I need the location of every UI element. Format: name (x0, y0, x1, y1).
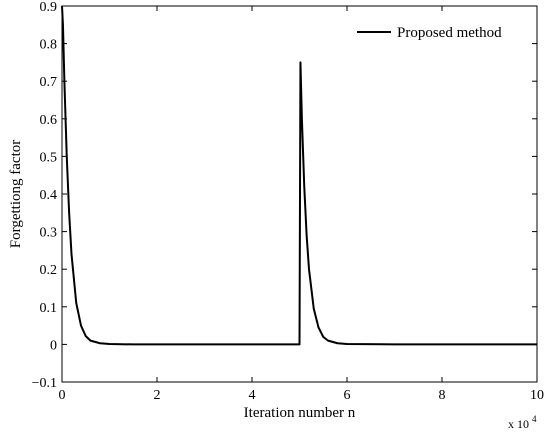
x-tick-label: 10 (530, 388, 544, 403)
x-tick-label: 2 (154, 388, 161, 403)
legend-entry-proposed-method: Proposed method (397, 25, 502, 41)
series-line-0 (61, 5, 537, 346)
y-tick-label: 0.5 (40, 150, 58, 165)
x-axis-ticks: 0 2 4 6 8 10 (59, 6, 544, 403)
y-tick-label: 0 (50, 338, 57, 353)
y-tick-label: 0.1 (40, 301, 58, 316)
x-tick-label: 4 (249, 388, 256, 403)
x-tick-label: 0 (59, 388, 66, 403)
y-axis-ticks: −0.1 0 0.1 0.2 0.3 0.4 0.5 0.6 0.7 0.8 0.9 (32, 0, 537, 391)
x-axis-multiplier-exponent: 4 (532, 414, 537, 424)
x-tick-label: 8 (439, 388, 446, 403)
y-tick-label: 0.9 (40, 0, 58, 15)
y-tick-label: 0.8 (40, 38, 58, 53)
x-tick-label: 6 (344, 388, 351, 403)
x-axis-label: Iteration number n (244, 405, 356, 421)
y-tick-label: 0.4 (40, 188, 58, 203)
y-tick-label: 0.2 (40, 263, 58, 278)
legend: Proposed method (353, 18, 531, 44)
y-axis-label: Forgettiong factor (8, 140, 24, 248)
x-axis-multiplier: x 10 4 (508, 414, 537, 431)
y-tick-label: 0.7 (40, 75, 58, 90)
series-layer (61, 5, 537, 346)
y-tick-label: −0.1 (32, 376, 57, 391)
y-tick-label: 0.6 (40, 113, 58, 128)
x-axis-multiplier-base: x 10 (508, 417, 529, 431)
y-tick-label: 0.3 (40, 226, 58, 241)
